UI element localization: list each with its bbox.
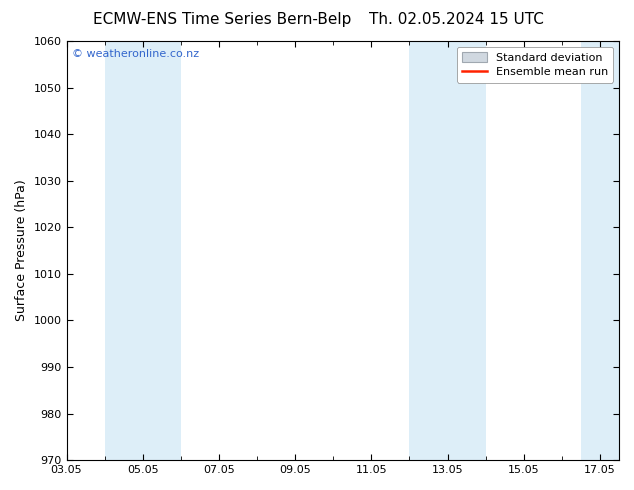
Text: © weatheronline.co.nz: © weatheronline.co.nz — [72, 49, 199, 59]
Legend: Standard deviation, Ensemble mean run: Standard deviation, Ensemble mean run — [456, 47, 614, 83]
Y-axis label: Surface Pressure (hPa): Surface Pressure (hPa) — [15, 180, 28, 321]
Text: Th. 02.05.2024 15 UTC: Th. 02.05.2024 15 UTC — [369, 12, 544, 27]
Text: ECMW-ENS Time Series Bern-Belp: ECMW-ENS Time Series Bern-Belp — [93, 12, 351, 27]
Bar — [105, 41, 181, 460]
Bar — [581, 41, 619, 460]
Bar — [410, 41, 486, 460]
